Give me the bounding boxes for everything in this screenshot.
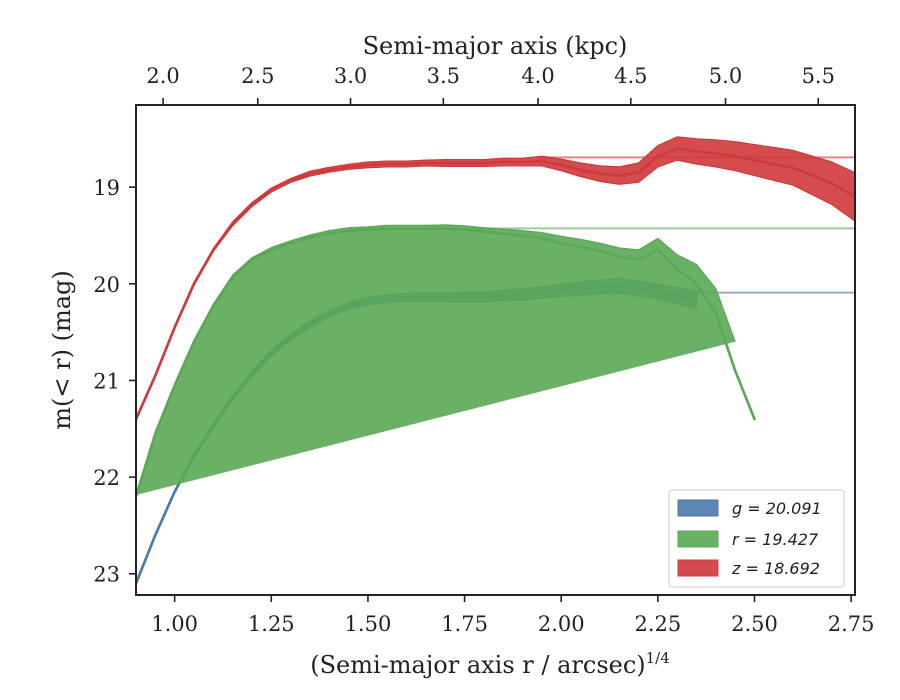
- x-tick-label: 1.25: [248, 612, 295, 636]
- legend-swatch-z: [677, 559, 719, 577]
- bottom-x-axis-label-text: (Semi-major axis r / arcsec): [310, 651, 645, 679]
- legend: g = 20.091 r = 19.427 z = 18.692: [668, 489, 845, 588]
- legend-label-r: r = 19.427: [732, 530, 819, 549]
- x-tick-label: 1.00: [151, 612, 198, 636]
- y-tick-label: 21: [93, 369, 120, 393]
- x-tick-label: 2.00: [538, 612, 585, 636]
- y-axis-label: m(< r) (mag): [48, 270, 76, 429]
- y-tick-label: 20: [93, 273, 120, 297]
- legend-swatch-r: [677, 530, 719, 548]
- axes-layer: 1.00 1.25 1.50 1.75 2.00 2.25 2.50 2.75 19 20 21 22…: [93, 64, 874, 636]
- top-tick-label: 5.5: [802, 64, 835, 88]
- top-tick-label: 2.5: [241, 64, 274, 88]
- bottom-x-axis-label: (Semi-major axis r / arcsec)1/4: [310, 649, 670, 679]
- bottom-x-axis-label-exponent: 1/4: [646, 649, 670, 667]
- x-tick-label: 2.50: [731, 612, 778, 636]
- top-tick-label: 3.0: [334, 64, 367, 88]
- top-x-axis-label: Semi-major axis (kpc): [363, 32, 628, 60]
- x-tick-label: 2.25: [634, 612, 681, 636]
- x-tick-label: 2.75: [828, 612, 875, 636]
- legend-swatch-g: [677, 499, 719, 517]
- y-tick-label: 19: [93, 176, 120, 200]
- plot-frame: [135, 104, 856, 596]
- legend-label-z: z = 18.692: [731, 559, 820, 578]
- series-line-r: [136, 227, 756, 498]
- series-layer: [136, 136, 855, 586]
- y-tick-label: 22: [93, 466, 120, 490]
- top-tick-label: 5.0: [709, 64, 742, 88]
- x-tick-label: 1.50: [345, 612, 392, 636]
- top-tick-label: 3.5: [427, 64, 460, 88]
- legend-label-g: g = 20.091: [732, 499, 822, 518]
- x-tick-label: 1.75: [441, 612, 488, 636]
- series-band-r: [136, 224, 736, 496]
- top-tick-label: 4.5: [614, 64, 647, 88]
- y-tick-label: 23: [93, 563, 120, 587]
- top-tick-label: 4.0: [521, 64, 554, 88]
- top-tick-label: 2.0: [146, 64, 179, 88]
- series-line-z: [136, 147, 855, 421]
